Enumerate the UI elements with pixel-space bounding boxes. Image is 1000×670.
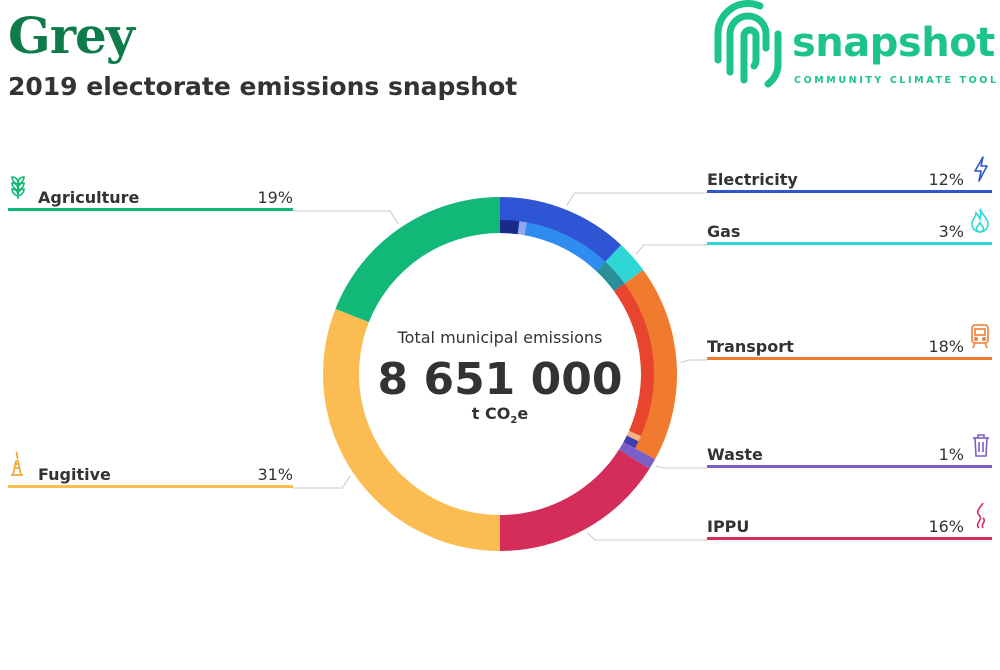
legend-electricity: Electricity 12% — [707, 156, 992, 193]
train-icon — [970, 323, 990, 354]
logo-wordmark: snapshot — [792, 20, 995, 66]
legend-percent: 16% — [928, 517, 964, 536]
center-total-value: 8 651 000 — [377, 354, 623, 405]
leader-line-ippu — [586, 532, 707, 541]
legend-percent: 18% — [928, 337, 964, 356]
legend-agriculture: Agriculture 19% — [8, 176, 293, 211]
leader-line-transport — [680, 359, 707, 364]
legend-rule — [8, 208, 293, 211]
legend-label: Gas — [707, 222, 741, 241]
legend-label: Fugitive — [38, 465, 111, 484]
legend-waste: Waste 1% — [707, 434, 992, 468]
legend-label: Waste — [707, 445, 763, 464]
legend-percent: 19% — [257, 188, 293, 207]
leader-line-waste — [655, 465, 707, 469]
legend-fugitive: Fugitive 31% — [8, 451, 293, 488]
donut-subslice-gas-0 — [596, 261, 625, 292]
wheat-icon — [8, 176, 28, 205]
page-subtitle: 2019 electorate emissions snapshot — [8, 72, 518, 101]
legend-rule — [707, 465, 992, 468]
snapshot-logo: snapshot COMMUNITY CLIMATE TOOL — [712, 0, 1000, 92]
legend-rule — [707, 242, 992, 245]
legend-percent: 3% — [938, 222, 964, 241]
legend-label: Transport — [707, 337, 794, 356]
legend-percent: 1% — [938, 445, 964, 464]
donut-subslice-electricity-0 — [500, 220, 520, 235]
legend-ippu: IPPU 16% — [707, 502, 992, 540]
legend-label: IPPU — [707, 517, 750, 536]
smoke-icon — [972, 501, 990, 534]
donut-slice-fugitive — [322, 308, 500, 551]
donut-subslice-transport-0 — [614, 283, 655, 437]
donut-slice-waste — [619, 441, 656, 469]
donut-slice-ippu — [500, 449, 650, 551]
fingerprint-logo-icon — [714, 0, 782, 88]
page-title: Grey — [8, 6, 135, 65]
legend-rule — [707, 357, 992, 360]
legend-label: Agriculture — [38, 188, 140, 207]
donut-subslice-electricity-1 — [517, 221, 527, 236]
donut-subslice-transport-1 — [626, 430, 641, 442]
leader-line-gas — [635, 244, 707, 255]
legend-gas: Gas 3% — [707, 208, 992, 245]
bin-icon — [972, 433, 990, 462]
donut-slice-agriculture — [335, 196, 500, 323]
leader-line-fugitive — [293, 475, 351, 489]
legend-label: Electricity — [707, 170, 798, 189]
donut-subslice-electricity-2 — [524, 222, 606, 272]
legend-transport: Transport 18% — [707, 324, 992, 360]
legend-rule — [8, 485, 293, 488]
center-unit: t CO2e — [471, 404, 529, 427]
logo-tagline: COMMUNITY CLIMATE TOOL — [794, 75, 999, 86]
legend-percent: 12% — [928, 170, 964, 189]
leader-line-agriculture — [293, 210, 399, 225]
center-title: Total municipal emissions — [397, 328, 603, 347]
leader-line-electricity — [566, 192, 707, 206]
legend-rule — [707, 537, 992, 540]
oil-rig-icon — [8, 451, 26, 482]
lightning-icon — [972, 156, 990, 187]
legend-percent: 31% — [257, 465, 293, 484]
donut-subslice-transport-2 — [623, 435, 639, 449]
flame-icon — [970, 208, 990, 239]
legend-rule — [707, 190, 992, 193]
